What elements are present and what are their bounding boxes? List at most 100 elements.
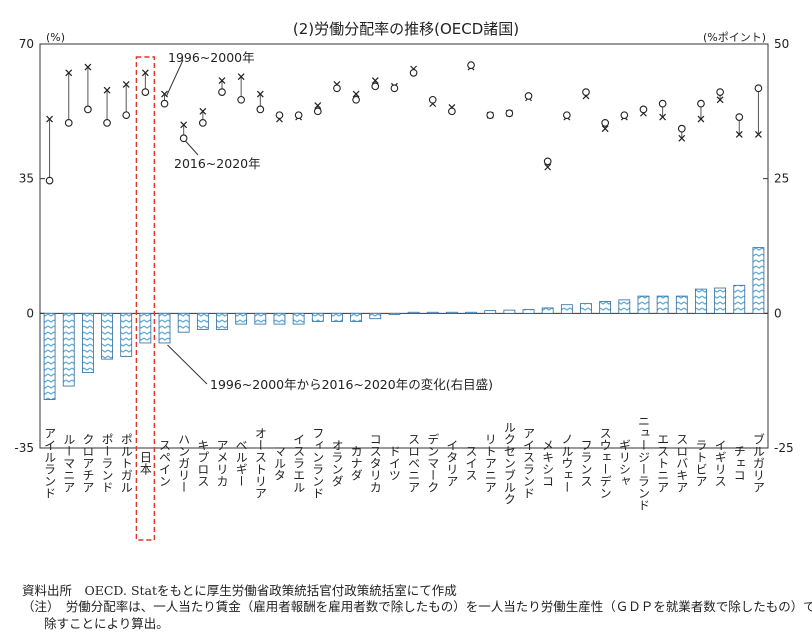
change-bar (369, 312, 382, 320)
change-bar (235, 312, 248, 325)
point-2016-2020 (237, 95, 246, 104)
left-tick-label: 0 (26, 306, 34, 320)
point-2016-2020 (716, 88, 724, 96)
change-bar (292, 312, 305, 325)
point-2016-2020 (409, 69, 418, 77)
change-bar (752, 247, 765, 314)
category-label: ブルガリア (751, 432, 765, 493)
change-bar (62, 312, 75, 387)
category-label: オランダ (330, 439, 344, 487)
right-tick-label: 50 (774, 37, 789, 51)
change-bar (311, 312, 324, 322)
point-2016-2020 (639, 105, 648, 114)
change-bar (637, 295, 650, 314)
point-2016-2020 (160, 99, 169, 108)
change-bar (177, 312, 190, 333)
category-label: アイスランド (522, 427, 536, 499)
change-bar (120, 312, 133, 357)
point-2016-2020 (313, 107, 322, 116)
change-bar (503, 309, 516, 314)
point-2016-2020 (256, 105, 265, 114)
right-tick-label: 0 (774, 306, 782, 320)
category-label: キプロス (196, 439, 210, 487)
change-bar (599, 301, 612, 314)
right-tick-label: 25 (774, 172, 789, 186)
change-bar (541, 307, 554, 314)
point-1996-2000 (46, 115, 54, 123)
point-2016-2020 (390, 84, 399, 93)
point-1996-2000 (84, 63, 92, 71)
change-bar (196, 312, 209, 330)
point-1996-2000 (141, 69, 149, 77)
left-tick-label: 35 (19, 172, 34, 186)
category-label: スペイン (158, 439, 172, 487)
category-label: アイルランド (43, 427, 57, 499)
category-label: フランス (579, 439, 593, 487)
point-1996-2000 (103, 86, 111, 94)
category-label: オーストリア (253, 427, 267, 499)
point-2016-2020 (64, 119, 73, 127)
point-1996-2000 (352, 90, 360, 98)
plot-frame (39, 43, 769, 449)
point-2016-2020 (198, 119, 207, 127)
point-2016-2020 (448, 107, 456, 116)
category-label: 日本 (138, 451, 152, 476)
left-axis-unit: (%) (46, 31, 65, 44)
category-label: メキシコ (541, 439, 555, 487)
point-2016-2020 (582, 88, 590, 96)
point-1996-2000 (544, 163, 552, 171)
change-bar (484, 310, 497, 314)
point-2016-2020 (428, 95, 437, 104)
category-label: スロバキア (675, 433, 689, 493)
point-2016-2020 (677, 124, 686, 133)
point-1996-2000 (256, 90, 264, 98)
point-1996-2000 (697, 115, 705, 123)
category-label: ノルウェー (560, 433, 574, 493)
change-bar (331, 312, 343, 322)
point-2016-2020 (84, 105, 92, 114)
japan-highlight-box (135, 56, 156, 541)
change-bar (580, 303, 592, 314)
right-axis-unit: (%ポイント) (703, 31, 766, 44)
category-label: ポルトガル (119, 433, 133, 493)
point-1996-2000 (735, 130, 743, 138)
category-label: スロベニア (407, 433, 421, 493)
point-2016-2020 (122, 111, 131, 120)
category-label: ポーランド (100, 433, 114, 493)
point-2016-2020 (218, 88, 226, 96)
category-label: クロアチア (81, 433, 95, 493)
point-1996-2000 (199, 107, 207, 115)
right-tick-label: -25 (774, 441, 794, 455)
point-1996-2000 (601, 125, 609, 133)
point-2016-2020 (103, 119, 111, 127)
category-label: チェコ (732, 445, 746, 481)
change-bar (350, 312, 363, 322)
change-bar (101, 312, 113, 360)
point-2016-2020 (620, 111, 629, 120)
category-label: ドイツ (387, 445, 401, 481)
change-bar (139, 312, 152, 344)
labor-share-chart: (2)労働分配率の推移(OECD諸国) (%) (%ポイント) 70 35 0 -35… (14, 20, 794, 541)
annotation-1996: 1996~2000年 (168, 50, 255, 65)
change-bar (656, 295, 669, 314)
point-2016-2020 (754, 84, 763, 93)
change-bar (522, 309, 535, 314)
point-2016-2020 (45, 176, 54, 185)
change-bar (388, 312, 401, 315)
change-bar (81, 312, 94, 373)
change-bar (445, 311, 458, 314)
point-2016-2020 (735, 113, 744, 121)
point-1996-2000 (65, 69, 73, 77)
category-label: ルクセンブルク (502, 421, 516, 505)
change-bar (618, 299, 631, 314)
point-2016-2020 (294, 111, 303, 120)
point-1996-2000 (716, 96, 724, 104)
point-1996-2000 (122, 80, 130, 88)
left-tick-label: 70 (19, 37, 34, 51)
change-bar (695, 288, 707, 314)
change-bar (158, 312, 171, 344)
annotation-2016: 2016~2020年 (174, 156, 261, 171)
category-label: ラトビア (694, 439, 708, 487)
category-label: ニュージーランド (636, 415, 650, 511)
source-text: 資料出所 OECD. Statをもとに厚生労働省政策統括官付政策統括室にて作成 (22, 583, 457, 598)
